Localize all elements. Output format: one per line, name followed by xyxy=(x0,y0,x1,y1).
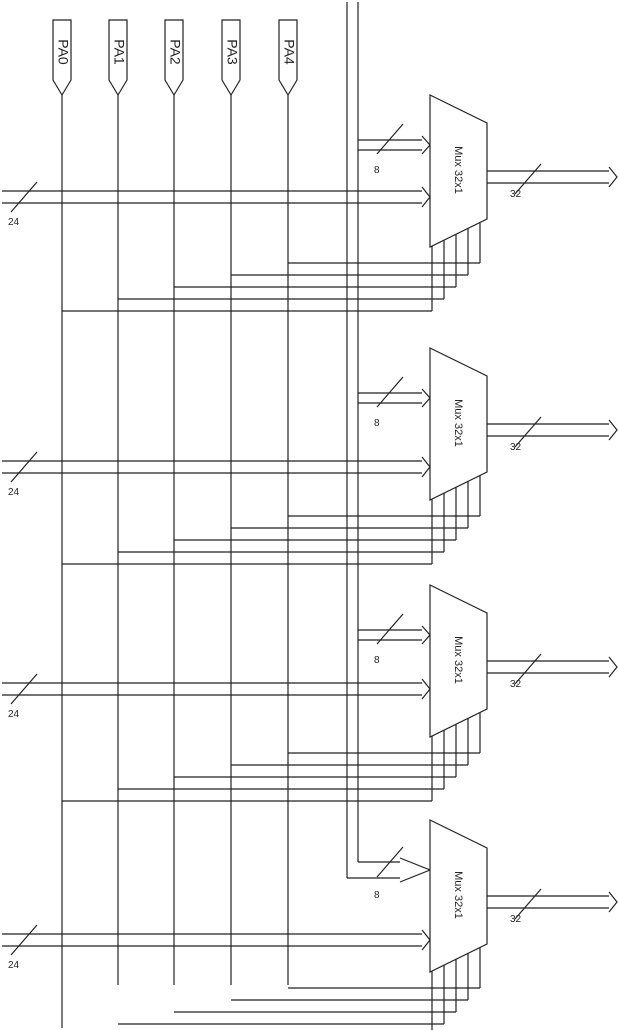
pin-pa2: PA2 xyxy=(164,19,184,97)
pin-label: PA1 xyxy=(111,39,127,65)
pin-label: PA0 xyxy=(55,39,71,65)
mux-label: Mux 32x1 xyxy=(452,146,464,194)
pin-connector-shape xyxy=(164,19,184,97)
upper-input-width: 8 xyxy=(374,655,380,666)
pin-label: PA4 xyxy=(281,39,297,65)
bus-arrowhead xyxy=(421,186,431,208)
bus-width-slash xyxy=(514,416,542,448)
bus-width-slash xyxy=(376,123,404,155)
pin-label: PA3 xyxy=(224,39,240,65)
mux-3: Mux 32x1 xyxy=(429,819,488,973)
lower-input-width: 24 xyxy=(8,217,20,228)
bus-arrowhead xyxy=(608,166,618,188)
pin-connector-shape xyxy=(278,19,298,97)
pin-pa0: PA0 xyxy=(52,19,72,97)
mux-label: Mux 32x1 xyxy=(452,399,464,447)
pin-pa1: PA1 xyxy=(108,19,128,97)
pin-connector-shape xyxy=(221,19,241,97)
pin-connector-shape xyxy=(108,19,128,97)
mux-body xyxy=(429,347,488,501)
pin-connectors: PA0 PA1 PA2 PA3 PA4 xyxy=(52,19,298,97)
output-width: 32 xyxy=(510,679,522,690)
bus-arrowhead xyxy=(399,857,432,883)
pin-pa4: PA4 xyxy=(278,19,298,97)
lower-input-width: 24 xyxy=(8,487,20,498)
upper-input-width: 8 xyxy=(374,418,380,429)
multiplexers: Mux 32x1 Mux 32x1 Mux 32x1 Mux 32x1 xyxy=(429,94,488,973)
bus-arrowhead xyxy=(421,135,431,155)
bus-width-slash xyxy=(376,846,404,878)
mux-body xyxy=(429,584,488,738)
bus-width-slash xyxy=(376,613,404,645)
bus-width-slash xyxy=(376,376,404,408)
output-width: 32 xyxy=(510,914,522,925)
bus-arrowhead xyxy=(421,625,431,645)
pin-pa3: PA3 xyxy=(221,19,241,97)
mux-body xyxy=(429,819,488,973)
bus-width-slash xyxy=(10,181,38,213)
bus-width-slash xyxy=(514,653,542,685)
mux-label: Mux 32x1 xyxy=(452,636,464,684)
output-width: 32 xyxy=(510,189,522,200)
mux-2: Mux 32x1 xyxy=(429,584,488,738)
bus-arrowhead xyxy=(608,656,618,678)
pin-connector-shape xyxy=(52,19,72,97)
bus-arrowhead xyxy=(421,456,431,478)
mux-label: Mux 32x1 xyxy=(452,871,464,919)
upper-input-width: 8 xyxy=(374,890,380,901)
mux-1: Mux 32x1 xyxy=(429,347,488,501)
bus-width-slash xyxy=(10,673,38,705)
bus-arrowhead xyxy=(421,929,431,951)
bus-arrowhead xyxy=(608,891,618,913)
mux-0: Mux 32x1 xyxy=(429,94,488,248)
output-width: 32 xyxy=(510,442,522,453)
lower-input-width: 24 xyxy=(8,709,20,720)
bus-width-slash xyxy=(514,163,542,195)
mux-body xyxy=(429,94,488,248)
bus-arrowhead xyxy=(421,388,431,408)
bus-arrowhead xyxy=(421,678,431,700)
lower-input-width: 24 xyxy=(8,960,20,971)
bus-width-slash xyxy=(514,888,542,920)
bus-width-slash xyxy=(10,451,38,483)
upper-input-width: 8 xyxy=(374,165,380,176)
bus-width-slash xyxy=(10,924,38,956)
pin-label: PA2 xyxy=(167,39,183,65)
bus-arrowhead xyxy=(608,419,618,441)
